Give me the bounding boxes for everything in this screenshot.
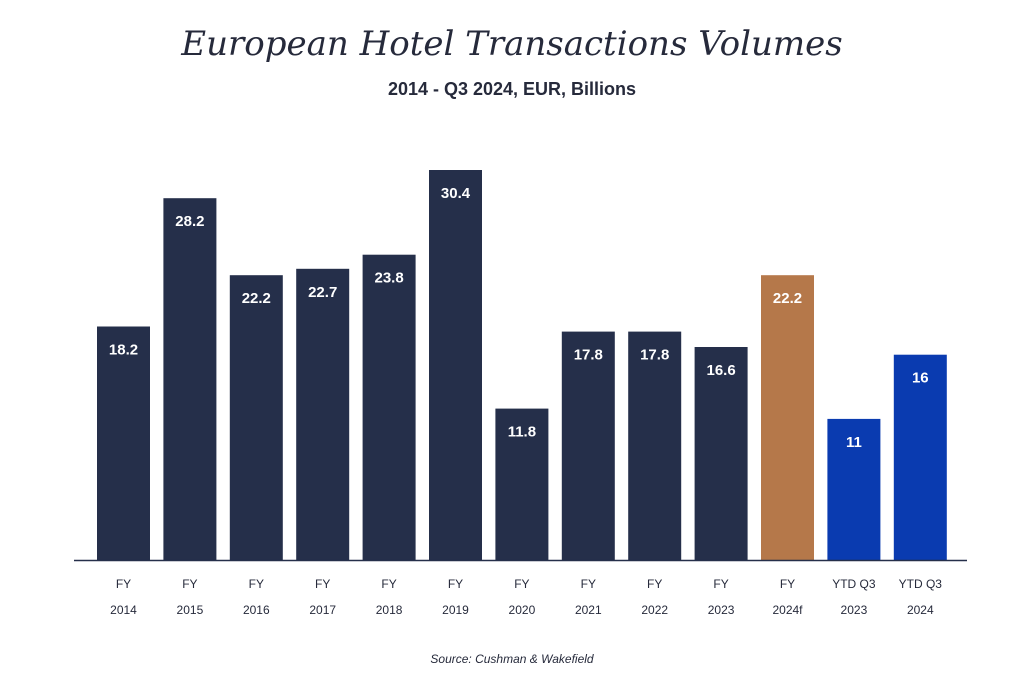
x-tick-label-line2: 2020: [509, 603, 536, 617]
x-tick-label-line2: 2019: [442, 603, 469, 617]
x-tick-label-line1: FY: [780, 577, 795, 591]
bar-value-label: 16: [912, 370, 929, 387]
chart-subtitle: 2014 - Q3 2024, EUR, Billions: [387, 79, 637, 99]
x-tick-label-line1: FY: [713, 577, 728, 591]
bar-9: [694, 347, 748, 560]
bar-value-label: 17.8: [640, 347, 669, 364]
source-note: Source: Cushman & Wakefield: [430, 652, 594, 666]
x-tick-label-line2: 2016: [243, 603, 270, 617]
x-tick-label-line2: 2017: [309, 603, 336, 617]
x-tick-label-line1: FY: [514, 577, 529, 591]
bar-4: [362, 254, 416, 560]
bar-10: [761, 275, 814, 560]
bar-value-label: 16.6: [706, 362, 735, 379]
bar-value-label: 22.2: [773, 290, 802, 307]
x-tick-label-line1: FY: [116, 577, 131, 591]
bar-value-label: 22.2: [242, 290, 271, 307]
bars-group: 18.2 28.2 22.2 22.7 23.8 30.4 11.8 17.8 17.8 16.6…: [97, 170, 947, 560]
x-tick-label-line1: FY: [381, 577, 396, 591]
x-tick-label-line1: YTD Q3: [832, 577, 876, 591]
x-tick-label-line1: FY: [249, 577, 264, 591]
bar-value-label: 18.2: [109, 342, 138, 359]
bar-value-label: 22.7: [308, 284, 337, 301]
x-tick-label-line2: 2018: [376, 603, 403, 617]
bar-11: [827, 418, 881, 560]
bar-value-label: 11.8: [508, 424, 536, 441]
x-tick-label-line2: 2022: [641, 603, 668, 617]
x-tick-label-line1: FY: [182, 577, 197, 591]
bar-2: [229, 275, 283, 560]
bar-8: [628, 331, 682, 560]
bar-value-label: 11: [846, 434, 862, 451]
x-tick-label-line1: FY: [315, 577, 330, 591]
x-tick-label-line1: YTD Q3: [899, 577, 943, 591]
bar-0: [97, 326, 150, 560]
x-tick-label-line2: 2023: [841, 603, 868, 617]
bar-12: [893, 354, 947, 560]
bar-value-label: 28.2: [175, 213, 204, 230]
x-tick-label-line2: 2024f: [772, 603, 803, 617]
x-tick-label-line2: 2015: [177, 603, 204, 617]
x-tick-label-line2: 2024: [907, 603, 934, 617]
bar-value-label: 23.8: [374, 270, 403, 287]
x-tick-label-line2: 2023: [708, 603, 735, 617]
x-tick-labels: FY 2014 FY 2015 FY 2016 FY 2017 FY 2018 FY 2019 FY 20…: [110, 577, 942, 617]
bar-1: [163, 198, 217, 560]
x-tick-label-line1: FY: [581, 577, 596, 591]
chart-title: European Hotel Transactions Volumes: [181, 24, 843, 64]
bar-value-label: 30.4: [441, 185, 471, 202]
x-tick-label-line1: FY: [448, 577, 463, 591]
bar-5: [429, 170, 482, 560]
bar-3: [296, 268, 350, 560]
bar-6: [495, 408, 549, 560]
x-tick-label-line2: 2014: [110, 603, 137, 617]
bar-7: [561, 331, 615, 560]
bar-value-label: 17.8: [574, 347, 603, 364]
x-tick-label-line2: 2021: [575, 603, 602, 617]
x-tick-label-line1: FY: [647, 577, 662, 591]
